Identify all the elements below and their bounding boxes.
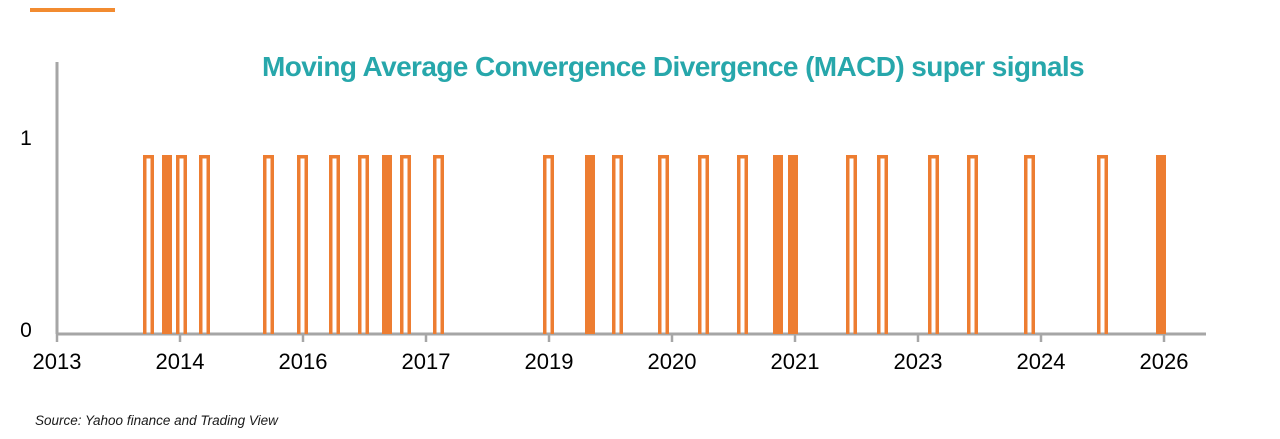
accent-bar xyxy=(30,8,115,12)
signal-pulse xyxy=(329,155,340,334)
signal-pulse xyxy=(737,155,748,334)
x-tick-label: 2023 xyxy=(894,349,943,374)
signal-pulse xyxy=(846,155,857,334)
signal-pulse-solid xyxy=(773,155,783,334)
signal-pulse xyxy=(358,155,369,334)
signal-pulse xyxy=(143,155,154,334)
signal-pulse xyxy=(612,155,623,334)
y-tick-label: 1 xyxy=(20,127,32,150)
signal-pulse xyxy=(400,155,411,334)
x-tick-label: 2020 xyxy=(648,349,697,374)
signal-pulse-solid xyxy=(585,155,595,334)
signal-pulse xyxy=(433,155,444,334)
signal-pulse xyxy=(199,155,210,334)
x-tick-label: 2016 xyxy=(279,349,328,374)
signal-pulse xyxy=(967,155,978,334)
x-tick-label: 2013 xyxy=(33,349,82,374)
signal-pulse xyxy=(297,155,308,334)
signal-pulse-solid xyxy=(382,155,392,334)
source-note: Source: Yahoo finance and Trading View xyxy=(35,413,278,428)
signal-pulse xyxy=(1097,155,1108,334)
x-tick-label: 2019 xyxy=(525,349,574,374)
signal-pulse xyxy=(263,155,274,334)
y-tick-label: 0 xyxy=(20,319,32,342)
signal-pulse-solid xyxy=(1156,155,1166,334)
signal-pulse xyxy=(1024,155,1035,334)
signal-pulse xyxy=(877,155,888,334)
signal-pulse xyxy=(698,155,709,334)
signal-pulse xyxy=(928,155,939,334)
x-tick-label: 2021 xyxy=(771,349,820,374)
chart-title: Moving Average Convergence Divergence (M… xyxy=(261,51,1085,82)
signal-pulse-solid xyxy=(162,155,172,334)
signal-pulse-solid xyxy=(788,155,798,334)
signal-pulse xyxy=(658,155,669,334)
x-tick-label: 2014 xyxy=(156,349,205,374)
signal-pulse xyxy=(543,155,554,334)
x-tick-label: 2026 xyxy=(1140,349,1189,374)
x-tick-label: 2017 xyxy=(402,349,451,374)
x-tick-label: 2024 xyxy=(1017,349,1066,374)
signal-pulse xyxy=(176,155,187,334)
